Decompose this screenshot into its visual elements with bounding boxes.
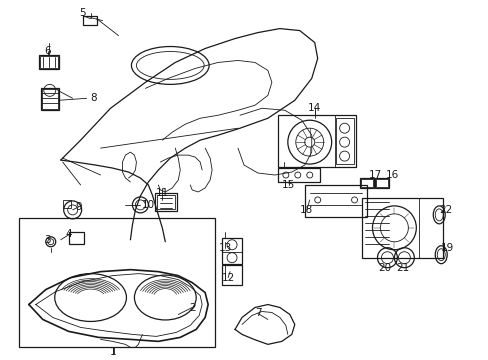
Text: 11: 11 [155, 188, 168, 198]
Bar [40, 57, 58, 68]
Bar [62, 200, 71, 208]
Bar [222, 238, 242, 264]
Bar [376, 179, 387, 187]
Text: 17: 17 [368, 170, 381, 180]
Bar [68, 232, 83, 244]
Bar [82, 15, 96, 24]
Bar [375, 178, 388, 188]
Text: 13: 13 [218, 243, 231, 253]
Text: 6: 6 [44, 45, 51, 55]
Bar [360, 179, 372, 187]
Text: 21: 21 [395, 263, 408, 273]
Bar [157, 195, 175, 209]
Text: 7: 7 [254, 309, 261, 319]
Bar [41, 88, 59, 110]
Bar [155, 193, 177, 211]
Text: 2: 2 [188, 302, 195, 312]
Bar [222, 265, 242, 285]
Text: 15: 15 [282, 180, 295, 190]
Text: 10: 10 [142, 200, 155, 210]
Text: 5: 5 [79, 8, 86, 18]
Text: 9: 9 [75, 202, 82, 212]
Bar [19, 218, 215, 347]
Text: 3: 3 [44, 235, 51, 245]
Bar [361, 198, 442, 258]
Text: 20: 20 [377, 263, 390, 273]
Bar [335, 118, 353, 164]
Bar [359, 178, 373, 188]
Bar [277, 168, 319, 182]
Text: 1: 1 [110, 347, 117, 357]
Text: 18: 18 [300, 205, 313, 215]
Bar [41, 89, 58, 109]
Text: 19: 19 [440, 243, 453, 253]
Bar [39, 55, 59, 69]
Text: 22: 22 [439, 205, 452, 215]
Text: 4: 4 [65, 229, 72, 239]
Text: 8: 8 [90, 93, 97, 103]
Bar [277, 115, 355, 167]
Text: 14: 14 [307, 103, 321, 113]
Text: 12: 12 [221, 273, 234, 283]
Bar [304, 185, 366, 217]
Text: 16: 16 [385, 170, 398, 180]
